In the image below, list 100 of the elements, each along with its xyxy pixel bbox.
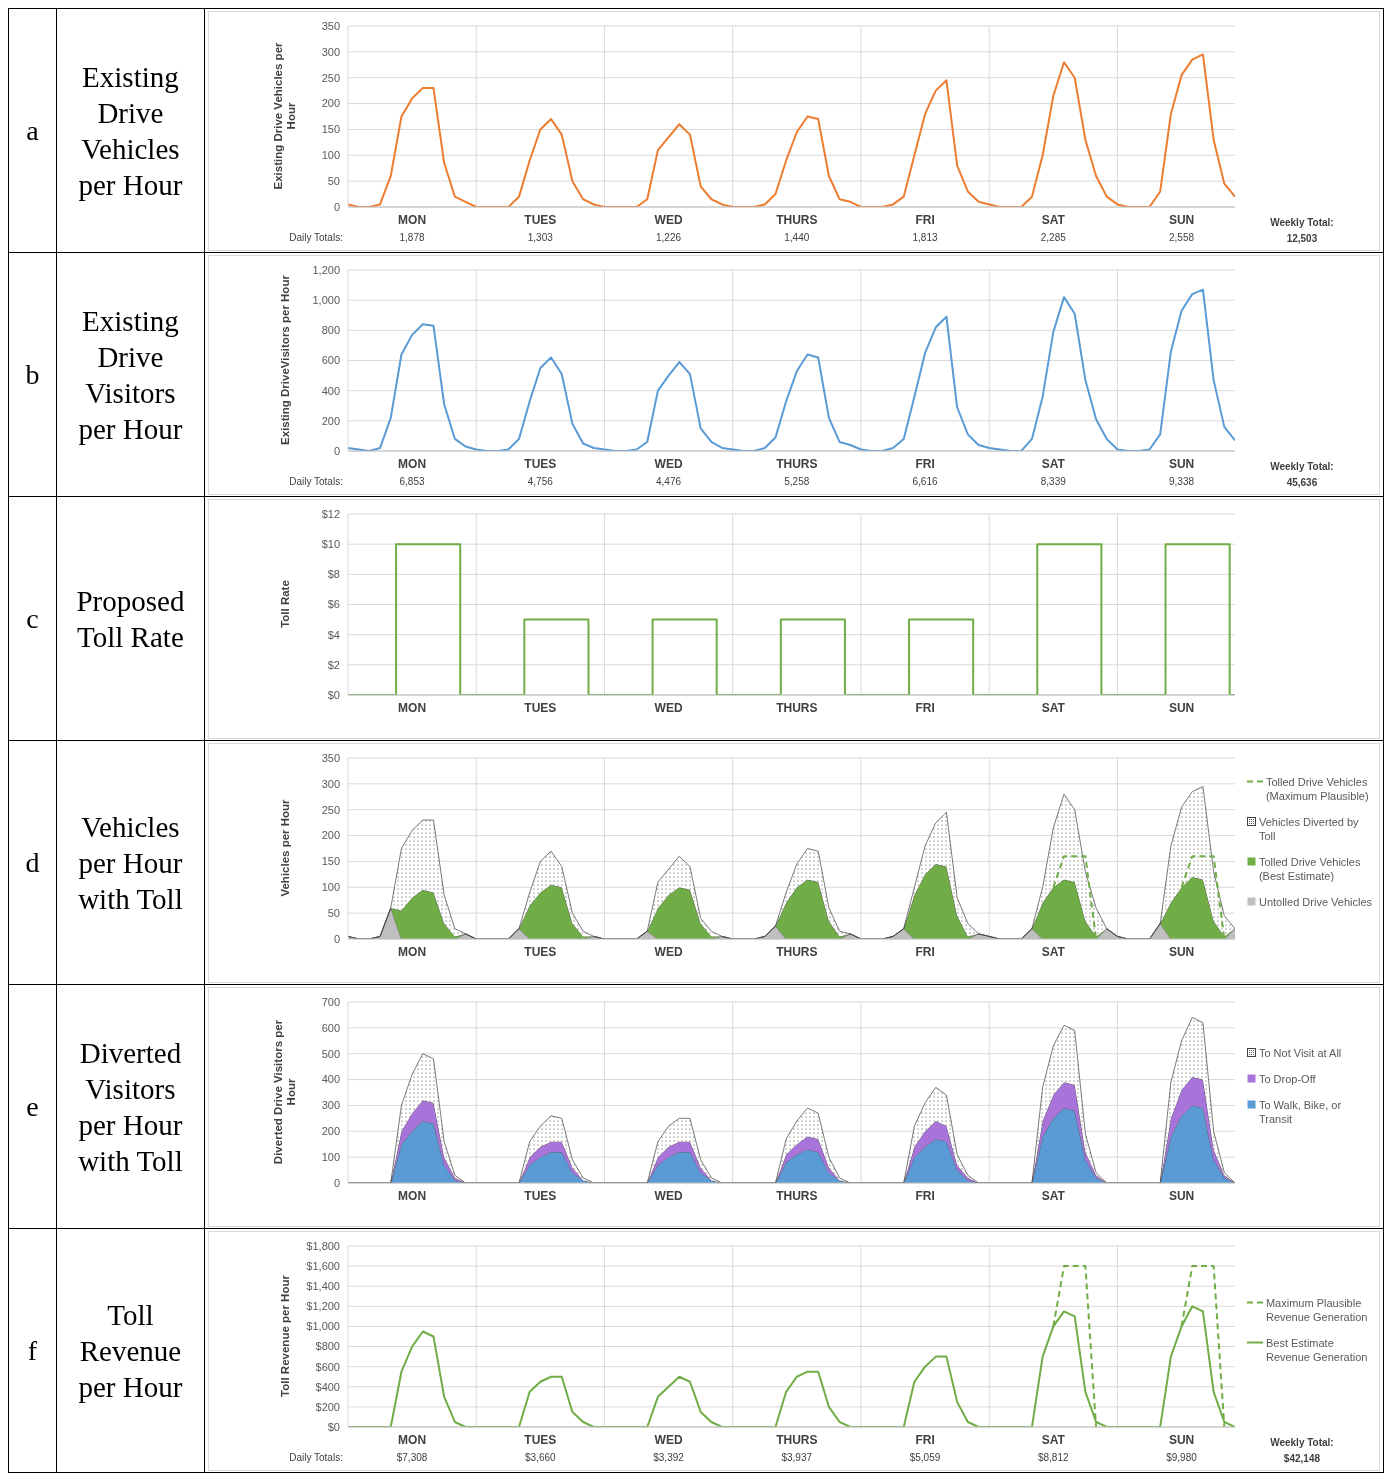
- y-axis-title: Vehicles per Hour: [277, 798, 292, 899]
- x-tick-label: THURS: [776, 1432, 818, 1447]
- y-tick-label: $0: [327, 688, 340, 701]
- text: 6,616: [911, 475, 939, 487]
- x-tick-label: TUES: [524, 1188, 557, 1203]
- y-tick-label: $1,400: [306, 1279, 340, 1292]
- legend-label: Untolled Drive Vehicles: [1258, 895, 1373, 909]
- text: Weekly Total:: [1269, 216, 1335, 228]
- text: 4,756: [526, 475, 554, 487]
- x-tick-label: TUES: [524, 456, 557, 471]
- y-tick-label: 200: [321, 96, 340, 109]
- text: 2,558: [1168, 231, 1195, 243]
- x-tick-label: WED: [654, 456, 683, 471]
- x-tick-label: WED: [654, 944, 683, 959]
- y-tick-label: $800: [315, 1339, 340, 1352]
- y-tick-label: 250: [321, 71, 340, 84]
- y-axis-title: Existing DriveVisitors per Hour: [277, 275, 292, 445]
- text: e: [9, 985, 57, 1228]
- text: c: [9, 497, 57, 740]
- legend-label: Vehicles Diverted by Toll: [1258, 815, 1360, 843]
- x-tick-label: TUES: [524, 700, 557, 715]
- text: $7,308: [395, 1451, 429, 1463]
- y-axis-title: Toll Revenue per Hour: [277, 1274, 292, 1399]
- x-tick-label: FRI: [915, 1432, 935, 1447]
- legend-label: Best Estimate Revenue Generation: [1265, 1336, 1369, 1364]
- y-tick-label: 200: [321, 414, 340, 427]
- text: Weekly Total:: [1269, 1436, 1335, 1448]
- text: 5,258: [783, 475, 811, 487]
- text: 1,813: [911, 231, 939, 243]
- x-tick-label: MON: [398, 1432, 427, 1447]
- x-tick-label: TUES: [524, 212, 557, 227]
- text: Existing Drive Vehicles per Hour: [56, 9, 205, 252]
- text: Toll Revenue per Hour: [56, 1229, 205, 1472]
- text: 45,636: [1285, 476, 1319, 488]
- text: 1,440: [783, 231, 811, 243]
- y-tick-label: 300: [321, 1098, 340, 1111]
- text: 1,303: [526, 231, 554, 243]
- x-tick-label: FRI: [915, 1188, 935, 1203]
- y-tick-label: 500: [321, 1047, 340, 1060]
- y-tick-label: 400: [321, 1072, 340, 1085]
- y-tick-label: 100: [321, 148, 340, 161]
- text: d: [9, 741, 57, 984]
- y-axis-title: Diverted Drive Visitors per Hour: [270, 1018, 298, 1167]
- x-tick-label: WED: [654, 1188, 683, 1203]
- y-tick-label: 400: [321, 384, 340, 397]
- y-tick-label: $400: [315, 1380, 340, 1393]
- y-tick-label: 100: [321, 1150, 340, 1163]
- x-tick-label: TUES: [524, 944, 557, 959]
- y-tick-label: 100: [321, 880, 340, 893]
- x-tick-label: SAT: [1041, 700, 1066, 715]
- text: Diverted Visitors per Hour with Toll: [56, 985, 205, 1228]
- text: 4,476: [655, 475, 683, 487]
- y-tick-label: $2: [327, 658, 340, 671]
- y-tick-label: 250: [321, 803, 340, 816]
- x-tick-label: WED: [654, 212, 683, 227]
- text: 2,285: [1039, 231, 1067, 243]
- legend-label: To Walk, Bike, or Transit: [1258, 1098, 1343, 1126]
- text: Weekly Total:: [1269, 460, 1335, 472]
- x-tick-label: WED: [654, 700, 683, 715]
- x-tick-label: SUN: [1168, 944, 1195, 959]
- text: $8,812: [1036, 1451, 1070, 1463]
- text: a: [9, 9, 57, 252]
- x-tick-label: MON: [398, 456, 427, 471]
- x-tick-label: MON: [398, 212, 427, 227]
- x-tick-label: SUN: [1168, 212, 1195, 227]
- x-tick-label: THURS: [776, 1188, 818, 1203]
- legend-label: To Drop-Off: [1258, 1072, 1316, 1086]
- text: Vehicles per Hour with Toll: [56, 741, 205, 984]
- y-tick-label: 350: [321, 751, 340, 764]
- y-tick-label: 0: [333, 1176, 340, 1189]
- x-tick-label: SAT: [1041, 212, 1066, 227]
- y-tick-label: 0: [333, 200, 340, 213]
- text: 6,853: [398, 475, 426, 487]
- y-tick-label: 150: [321, 854, 340, 867]
- y-tick-label: 600: [321, 1021, 340, 1034]
- y-axis-title: Existing Drive Vehicles per Hour: [270, 41, 298, 192]
- text: f: [9, 1229, 57, 1472]
- y-tick-label: $12: [321, 507, 340, 520]
- x-tick-label: THURS: [776, 456, 818, 471]
- x-tick-label: WED: [654, 1432, 683, 1447]
- text: 1,226: [655, 231, 683, 243]
- x-tick-label: MON: [398, 944, 427, 959]
- y-tick-label: $1,600: [306, 1259, 340, 1272]
- y-tick-label: 800: [321, 323, 340, 336]
- y-tick-label: $6: [327, 597, 340, 610]
- text: Daily Totals:: [289, 475, 343, 487]
- y-tick-label: 200: [321, 828, 340, 841]
- x-tick-label: TUES: [524, 1432, 557, 1447]
- x-tick-label: THURS: [776, 944, 818, 959]
- y-tick-label: 1,200: [312, 263, 340, 276]
- text: $5,059: [908, 1451, 942, 1463]
- text: $42,148: [1282, 1452, 1321, 1464]
- y-tick-label: 200: [321, 1124, 340, 1137]
- y-tick-label: $1,000: [306, 1319, 340, 1332]
- text: Proposed Toll Rate: [56, 497, 205, 740]
- y-tick-label: $0: [327, 1420, 340, 1433]
- x-tick-label: THURS: [776, 700, 818, 715]
- y-tick-label: 300: [321, 45, 340, 58]
- x-tick-label: MON: [398, 700, 427, 715]
- x-tick-label: MON: [398, 1188, 427, 1203]
